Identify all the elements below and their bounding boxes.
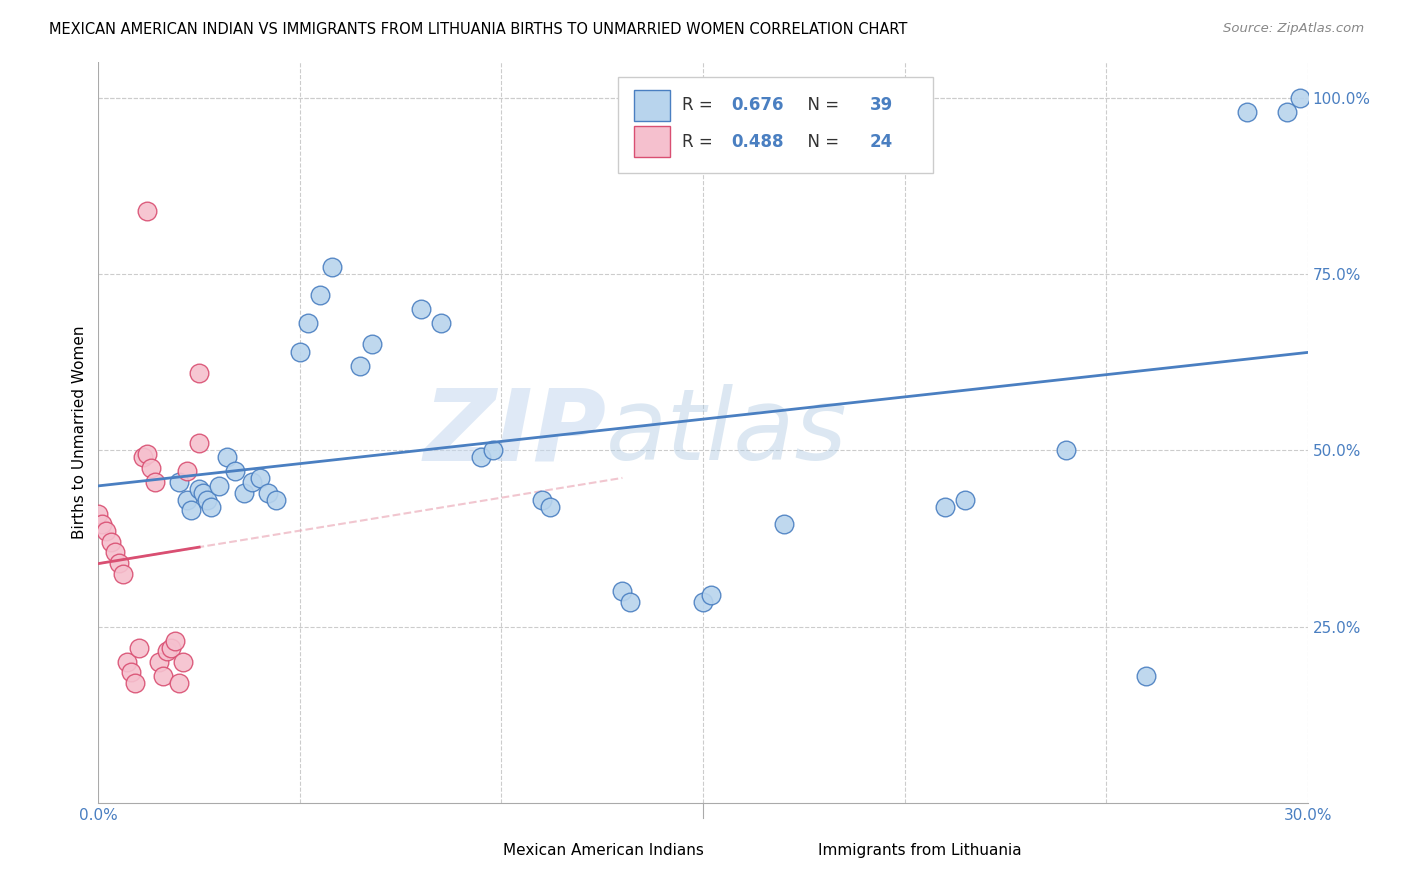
Point xyxy=(1135,669,1157,683)
Point xyxy=(249,471,271,485)
Bar xyxy=(776,842,810,866)
Point xyxy=(1288,91,1310,105)
Point xyxy=(167,475,190,489)
Point xyxy=(217,450,239,465)
Point xyxy=(612,584,634,599)
Point xyxy=(288,344,311,359)
Y-axis label: Births to Unmarried Women: Births to Unmarried Women xyxy=(72,326,87,540)
Text: Source: ZipAtlas.com: Source: ZipAtlas.com xyxy=(1223,22,1364,36)
Point xyxy=(256,485,278,500)
Point xyxy=(188,482,211,496)
Point xyxy=(297,316,319,330)
Point xyxy=(100,535,122,549)
Point xyxy=(135,447,157,461)
Point xyxy=(538,500,561,514)
Point xyxy=(349,359,371,373)
Point xyxy=(309,288,332,302)
Point xyxy=(1236,104,1258,119)
Point xyxy=(124,676,146,690)
Point xyxy=(188,366,211,380)
Point xyxy=(107,556,129,570)
Text: ZIP: ZIP xyxy=(423,384,606,481)
Text: MEXICAN AMERICAN INDIAN VS IMMIGRANTS FROM LITHUANIA BIRTHS TO UNMARRIED WOMEN C: MEXICAN AMERICAN INDIAN VS IMMIGRANTS FR… xyxy=(49,22,908,37)
Point xyxy=(96,524,118,539)
Point xyxy=(240,475,263,489)
Point xyxy=(132,450,155,465)
Bar xyxy=(634,126,671,157)
Point xyxy=(167,676,190,690)
Point xyxy=(111,566,134,581)
Point xyxy=(180,503,202,517)
Point xyxy=(619,595,641,609)
Point xyxy=(692,595,714,609)
Point xyxy=(156,644,179,658)
Point xyxy=(176,492,198,507)
Text: N =: N = xyxy=(797,133,845,151)
Text: R =: R = xyxy=(682,96,718,114)
Point xyxy=(128,640,150,655)
Point xyxy=(160,640,183,655)
Point xyxy=(195,492,218,507)
Point xyxy=(1277,104,1299,119)
Point xyxy=(120,665,142,680)
Point xyxy=(172,655,194,669)
Point xyxy=(91,517,114,532)
Point xyxy=(409,302,432,317)
Point xyxy=(176,464,198,478)
FancyBboxPatch shape xyxy=(619,78,932,173)
Point xyxy=(193,485,215,500)
Point xyxy=(139,461,162,475)
Point xyxy=(135,203,157,218)
Text: 0.676: 0.676 xyxy=(731,96,783,114)
Point xyxy=(224,464,246,478)
Point xyxy=(321,260,343,274)
Point xyxy=(953,492,976,507)
Bar xyxy=(634,90,671,121)
Text: Immigrants from Lithuania: Immigrants from Lithuania xyxy=(818,844,1022,858)
Point xyxy=(361,337,384,351)
Text: N =: N = xyxy=(797,96,845,114)
Text: 0.488: 0.488 xyxy=(731,133,783,151)
Point xyxy=(232,485,254,500)
Point xyxy=(115,655,138,669)
Point xyxy=(1054,443,1077,458)
Point xyxy=(700,588,723,602)
Point xyxy=(143,475,166,489)
Point xyxy=(103,545,125,559)
Text: R =: R = xyxy=(682,133,718,151)
Point xyxy=(152,669,174,683)
Point xyxy=(530,492,553,507)
Point xyxy=(430,316,453,330)
Point xyxy=(934,500,956,514)
Text: 39: 39 xyxy=(870,96,893,114)
Text: 24: 24 xyxy=(870,133,893,151)
Point xyxy=(148,655,170,669)
Point xyxy=(470,450,492,465)
Point xyxy=(200,500,222,514)
Text: Mexican American Indians: Mexican American Indians xyxy=(503,844,704,858)
Point xyxy=(772,517,794,532)
Point xyxy=(87,507,110,521)
Bar xyxy=(461,842,495,866)
Point xyxy=(163,633,186,648)
Text: atlas: atlas xyxy=(606,384,848,481)
Point xyxy=(264,492,287,507)
Point xyxy=(482,443,505,458)
Point xyxy=(208,478,231,492)
Point xyxy=(188,436,211,450)
